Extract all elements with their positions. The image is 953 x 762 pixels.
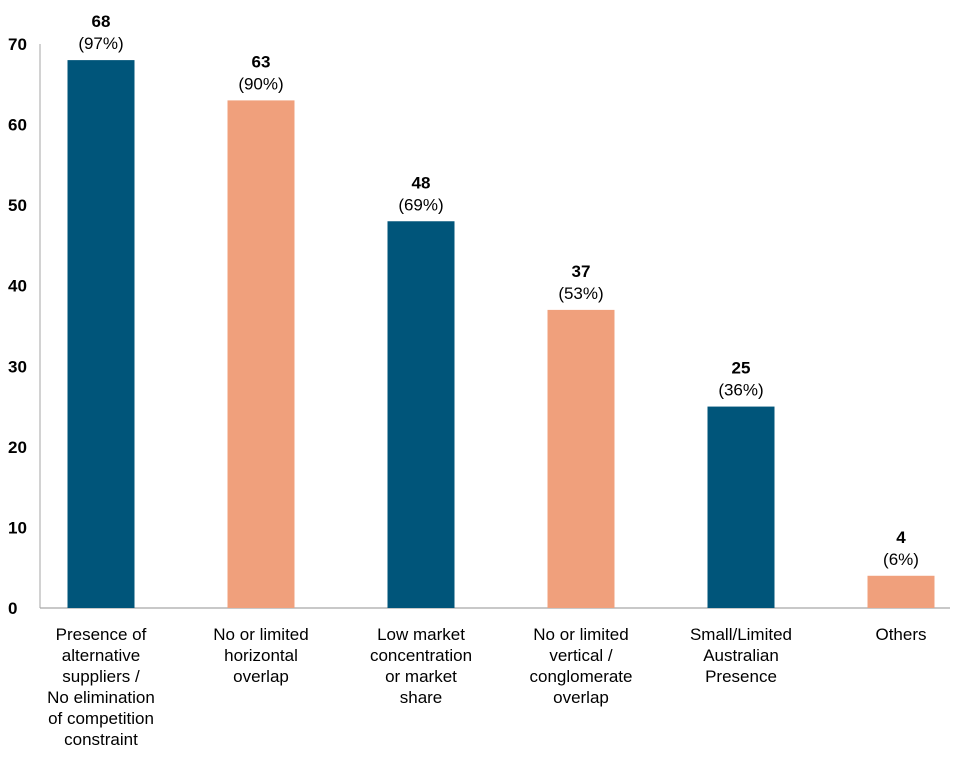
y-tick-label: 30 xyxy=(8,357,27,376)
y-tick-label: 20 xyxy=(8,438,27,457)
category-label-line: share xyxy=(400,688,443,707)
bar-percent-label: (69%) xyxy=(398,195,443,214)
category-label-line: Small/Limited xyxy=(690,625,792,644)
y-tick-label: 40 xyxy=(8,277,27,296)
y-tick-label: 50 xyxy=(8,196,27,215)
category-label-line: or market xyxy=(385,667,457,686)
bar xyxy=(707,406,775,608)
bar-value-label: 63 xyxy=(252,52,271,71)
category-label-line: No elimination xyxy=(47,688,155,707)
y-tick-label: 0 xyxy=(8,599,17,618)
category-label-line: overlap xyxy=(553,688,609,707)
category-label: No or limited horizontal overlap xyxy=(213,625,308,686)
bar-percent-label: (90%) xyxy=(238,74,283,93)
bar-value-label: 48 xyxy=(412,173,431,192)
category-label-line: suppliers / xyxy=(62,667,140,686)
data-labels: 68 (97%) 63 (90%) 48 (69%) 37 (53%) 25 (36%) 4 (6%) xyxy=(78,12,919,569)
bar-value-label: 25 xyxy=(732,359,751,378)
bar-percent-label: (97%) xyxy=(78,34,123,53)
category-label-line: conglomerate xyxy=(529,667,632,686)
bar-percent-label: (53%) xyxy=(558,284,603,303)
y-tick-label: 60 xyxy=(8,116,27,135)
bar-percent-label: (36%) xyxy=(718,381,763,400)
category-label-line: horizontal xyxy=(224,646,298,665)
category-label-line: constraint xyxy=(64,730,138,749)
bar-value-label: 4 xyxy=(896,528,906,547)
category-label: Others xyxy=(875,625,926,644)
bar-value-label: 68 xyxy=(92,12,111,31)
category-label-line: concentration xyxy=(370,646,472,665)
category-label-line: alternative xyxy=(62,646,140,665)
y-tick-label: 70 xyxy=(8,35,27,54)
category-label: Presence of alternative suppliers / No elim… xyxy=(47,625,155,749)
category-label-line: Low market xyxy=(377,625,465,644)
category-label-line: Australian xyxy=(703,646,779,665)
bar xyxy=(867,575,935,608)
bar xyxy=(547,309,615,608)
category-labels: Presence of alternative suppliers / No elim… xyxy=(47,625,926,749)
category-label-line: Presence of xyxy=(56,625,147,644)
category-label-line: vertical / xyxy=(549,646,613,665)
bar xyxy=(387,221,455,608)
bars xyxy=(67,60,935,609)
bar-percent-label: (6%) xyxy=(883,550,919,569)
y-axis-ticks: 0 10 20 30 40 50 60 70 xyxy=(8,35,27,618)
category-label: Low market concentration or market share xyxy=(370,625,472,707)
category-label: No or limited vertical / conglomerate overl… xyxy=(529,625,632,707)
category-label-line: No or limited xyxy=(213,625,308,644)
category-label-line: No or limited xyxy=(533,625,628,644)
category-label-line: of competition xyxy=(48,709,154,728)
category-label-line: Others xyxy=(875,625,926,644)
bar xyxy=(67,60,135,609)
bar-value-label: 37 xyxy=(572,262,591,281)
category-label-line: Presence xyxy=(705,667,777,686)
category-label: Small/Limited Australian Presence xyxy=(690,625,792,686)
bar xyxy=(227,100,295,609)
category-label-line: overlap xyxy=(233,667,289,686)
y-tick-label: 10 xyxy=(8,518,27,537)
